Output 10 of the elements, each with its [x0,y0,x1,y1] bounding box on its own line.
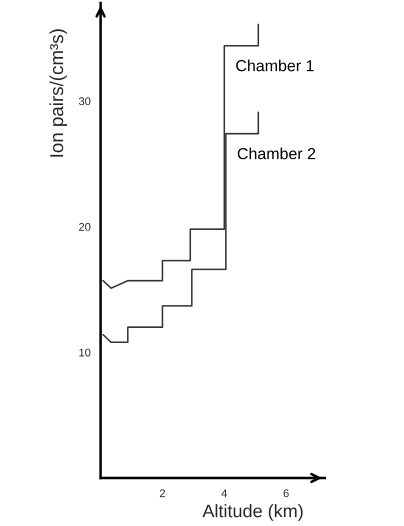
y-tick-label: 10 [79,348,90,356]
y-axis-title: Ion pairs/(cm³s) [49,29,67,157]
x-tick-label: 4 [221,489,228,498]
x-tick-label: 6 [284,489,289,498]
y-tick-label: 30 [78,97,90,106]
x-tick-label: 2 [160,489,165,498]
series-label: Chamber 2 [238,148,316,160]
y-tick-label: 20 [79,222,90,231]
series-label: Chamber 1 [236,60,314,72]
x-axis-title: Altitude (km) [202,504,303,521]
